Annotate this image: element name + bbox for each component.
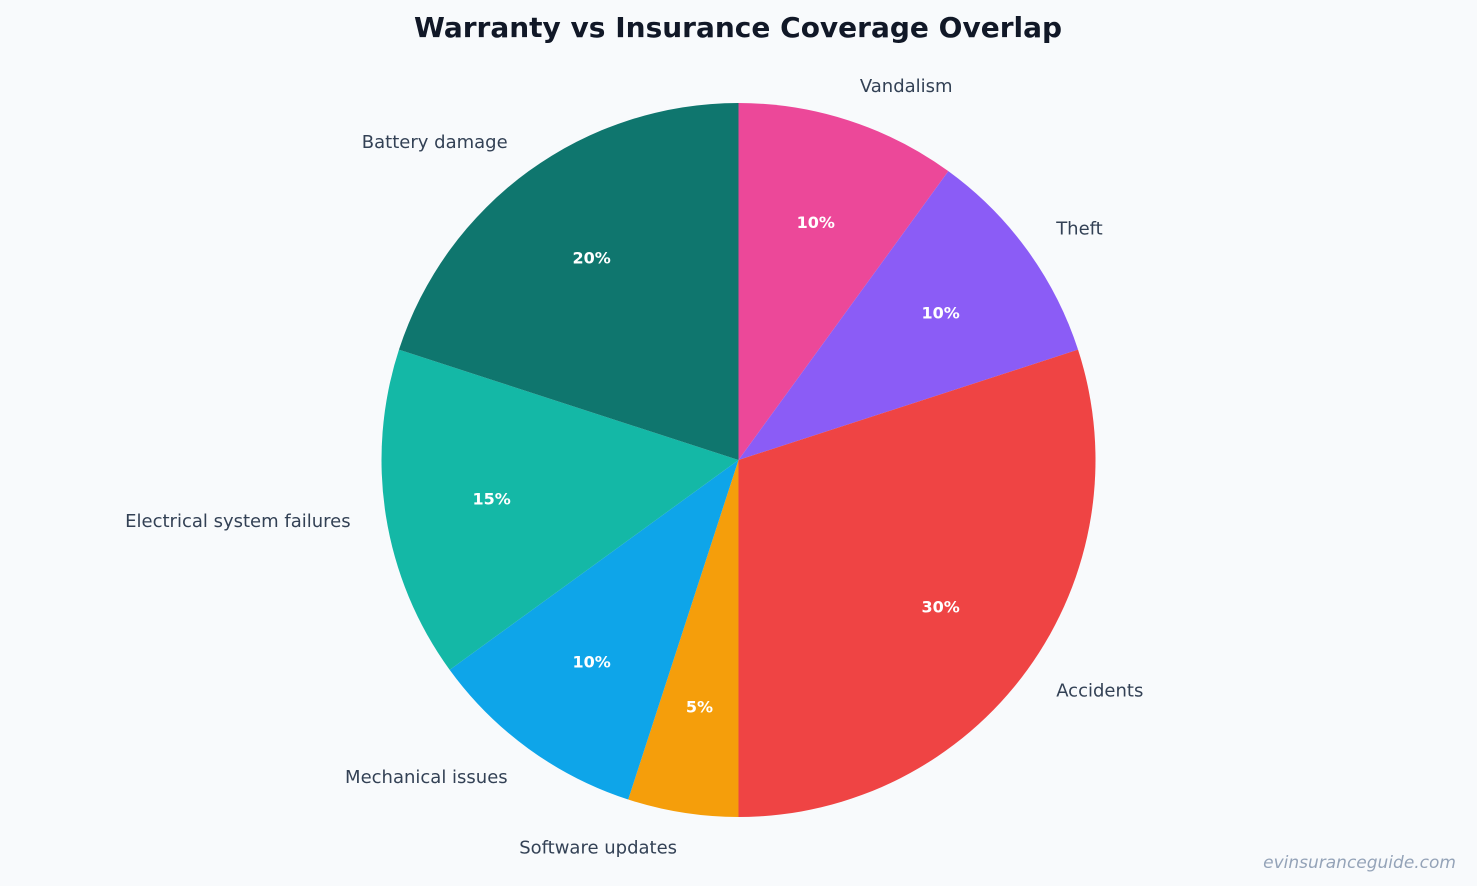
slice-label-software-updates: Software updates	[519, 837, 677, 858]
percent-label-electrical-system-failures: 15%	[473, 490, 511, 509]
percent-label-accidents: 30%	[922, 597, 960, 616]
slice-label-accidents: Accidents	[1056, 680, 1143, 701]
percent-labels: 10% 10% 30% 5% 10% 15% 20%	[473, 213, 960, 716]
pie-slices	[381, 102, 1096, 817]
slice-label-electrical-system-failures: Electrical system failures	[125, 511, 350, 532]
percent-label-software-updates: 5%	[686, 697, 713, 716]
slice-label-theft: Theft	[1055, 219, 1103, 240]
slice-label-mechanical-issues: Mechanical issues	[345, 767, 508, 788]
slice-battery-damage	[398, 102, 739, 461]
slice-label-battery-damage: Battery damage	[362, 132, 508, 153]
slice-labels: Vandalism Theft Accidents Software updates M…	[125, 76, 1143, 858]
slice-theft	[738, 171, 1079, 460]
percent-label-mechanical-issues: 10%	[572, 653, 610, 672]
watermark: evinsuranceguide.com	[1263, 853, 1456, 873]
percent-label-battery-damage: 20%	[572, 248, 610, 267]
slice-label-vandalism: Vandalism	[860, 76, 953, 97]
percent-label-theft: 10%	[922, 304, 960, 323]
slice-mechanical-issues	[449, 460, 739, 800]
slice-electrical-system-failures	[381, 349, 739, 670]
percent-label-vandalism: 10%	[797, 213, 835, 232]
chart-title: Warranty vs Insurance Coverage Overlap	[414, 11, 1062, 44]
slice-accidents	[738, 349, 1096, 817]
slice-software-updates	[628, 460, 739, 817]
slice-vandalism	[738, 103, 949, 460]
